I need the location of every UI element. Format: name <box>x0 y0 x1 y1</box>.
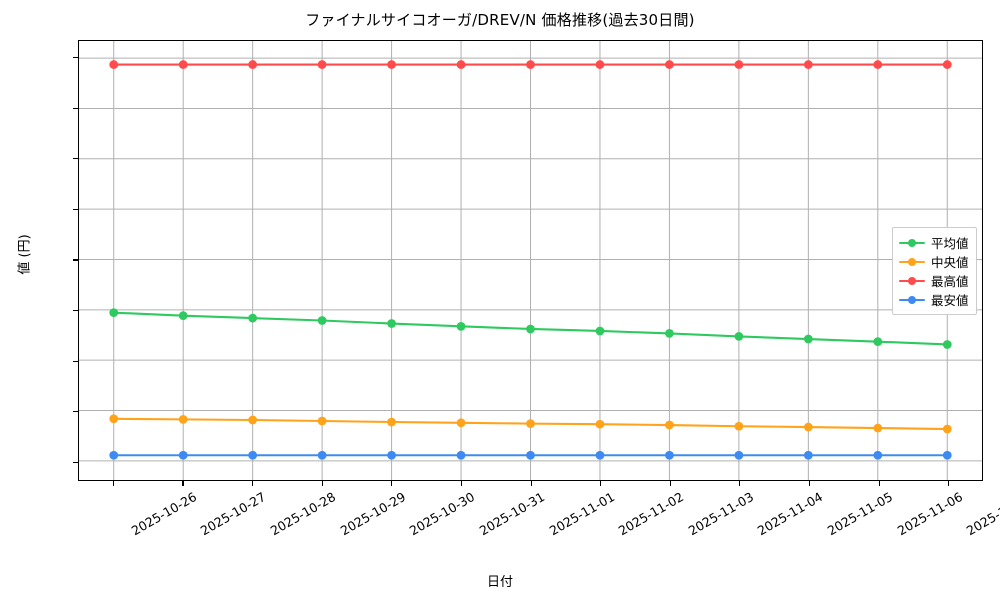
data-point-marker <box>942 340 952 349</box>
x-tick-mark <box>600 481 602 486</box>
y-tick-mark <box>73 360 78 362</box>
data-point-marker <box>178 311 188 321</box>
y-tick-mark <box>73 310 78 312</box>
data-point-marker <box>595 60 605 69</box>
data-point-marker <box>595 450 605 460</box>
data-point-marker <box>526 60 535 69</box>
y-tick-mark <box>73 411 78 413</box>
x-tick-mark <box>321 481 323 486</box>
legend-item-3[interactable]: 最高値 <box>899 271 969 290</box>
x-tick-mark <box>391 481 393 486</box>
x-tick-mark <box>460 481 462 486</box>
data-point-marker <box>387 450 396 460</box>
y-tick-mark <box>73 107 78 109</box>
data-point-marker <box>317 316 327 325</box>
x-tick-mark <box>669 481 671 486</box>
x-tick-mark <box>252 481 254 486</box>
x-axis-label: 日付 <box>486 575 513 590</box>
x-tick-mark <box>739 481 741 486</box>
data-point-marker <box>387 417 396 427</box>
data-point-marker <box>317 450 327 460</box>
legend-label: 平均値 <box>931 236 969 251</box>
data-point-marker <box>803 422 813 432</box>
data-point-marker <box>248 60 258 69</box>
data-point-marker <box>387 319 396 328</box>
x-tick-mark <box>878 481 880 486</box>
data-point-marker <box>595 326 605 336</box>
legend-item-2[interactable]: 中央値 <box>899 252 969 271</box>
data-point-marker <box>942 424 952 434</box>
data-point-marker <box>734 421 744 431</box>
x-tick-mark <box>948 481 950 486</box>
data-series-layer <box>109 60 952 460</box>
plot-area <box>78 40 983 481</box>
y-tick-mark <box>73 57 78 59</box>
legend-label: 最安値 <box>931 293 969 308</box>
data-point-marker <box>387 60 396 69</box>
data-point-marker <box>734 332 744 341</box>
data-point-marker <box>109 308 119 318</box>
data-point-marker <box>109 60 119 69</box>
data-point-marker <box>665 450 674 460</box>
data-point-marker <box>803 450 813 460</box>
chart-legend[interactable]: 平均値中央値最高値最安値 <box>892 227 977 315</box>
data-point-marker <box>109 414 119 424</box>
legend-label: 最高値 <box>931 274 969 289</box>
y-tick-mark <box>73 259 78 261</box>
data-point-marker <box>456 60 466 69</box>
data-point-marker <box>178 450 188 460</box>
data-point-marker <box>734 60 744 69</box>
legend-item-1[interactable]: 平均値 <box>899 233 969 252</box>
chart-title: ファイナルサイコオーガ/DREV/N 価格推移(過去30日間) <box>305 11 695 29</box>
data-point-marker <box>526 450 535 460</box>
data-point-marker <box>873 450 883 460</box>
data-point-marker <box>248 313 258 323</box>
data-point-marker <box>803 60 813 69</box>
legend-label: 中央値 <box>931 255 969 270</box>
data-point-marker <box>803 334 813 344</box>
data-point-marker <box>873 60 883 69</box>
data-point-marker <box>942 450 952 460</box>
data-point-marker <box>248 450 258 460</box>
y-tick-mark <box>73 158 78 160</box>
legend-marker-icon <box>899 256 925 268</box>
data-point-marker <box>873 423 883 433</box>
y-axis-label: 値 (円) <box>17 234 33 275</box>
data-point-marker <box>317 416 327 426</box>
data-point-marker <box>665 420 674 430</box>
x-tick-mark <box>808 481 811 486</box>
data-point-marker <box>317 60 327 69</box>
x-tick-mark <box>530 481 532 486</box>
legend-marker-icon <box>899 275 925 287</box>
legend-marker-icon <box>899 294 925 306</box>
data-point-marker <box>734 450 744 460</box>
data-point-marker <box>942 60 952 69</box>
data-point-marker <box>178 415 188 424</box>
data-point-marker <box>456 418 466 428</box>
y-tick-mark <box>73 208 78 210</box>
data-point-marker <box>665 60 674 69</box>
data-point-marker <box>178 60 188 69</box>
x-tick-mark <box>182 481 184 486</box>
y-tick-mark <box>73 461 78 463</box>
x-tick-mark <box>112 481 114 486</box>
data-point-marker <box>873 337 883 347</box>
data-point-marker <box>456 321 466 331</box>
legend-marker-icon <box>899 237 925 249</box>
data-point-marker <box>595 419 605 429</box>
data-point-marker <box>456 450 466 460</box>
data-point-marker <box>248 415 258 425</box>
data-point-marker <box>526 324 535 334</box>
data-point-marker <box>109 450 119 460</box>
data-point-marker <box>526 419 535 428</box>
legend-item-4[interactable]: 最安値 <box>899 290 969 309</box>
data-point-marker <box>665 329 674 338</box>
